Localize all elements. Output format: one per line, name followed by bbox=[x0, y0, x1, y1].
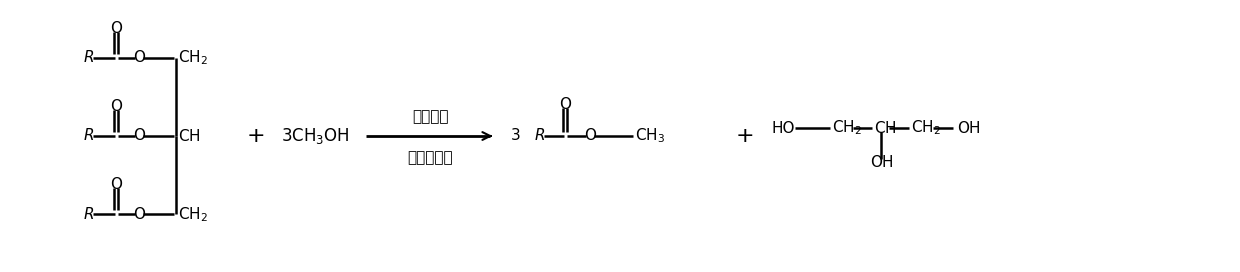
Text: HO: HO bbox=[771, 120, 795, 135]
Text: O: O bbox=[133, 207, 145, 222]
Text: O: O bbox=[584, 128, 596, 144]
Text: 低共溶体系: 低共溶体系 bbox=[408, 150, 454, 165]
Text: 氢氧化钓: 氢氧化钓 bbox=[412, 109, 449, 124]
Text: OH: OH bbox=[957, 120, 981, 135]
Text: R: R bbox=[84, 207, 94, 222]
Text: +: + bbox=[735, 126, 754, 146]
Text: $\mathregular{CH_2}$: $\mathregular{CH_2}$ bbox=[179, 48, 208, 67]
Text: $\mathregular{CH_2}$: $\mathregular{CH_2}$ bbox=[179, 205, 208, 224]
Text: R: R bbox=[84, 50, 94, 65]
Text: O: O bbox=[110, 99, 122, 114]
Text: O: O bbox=[559, 97, 572, 112]
Text: R: R bbox=[84, 128, 94, 144]
Text: $\mathregular{CH}$: $\mathregular{CH}$ bbox=[179, 128, 201, 144]
Text: $\mathregular{CH_2}$: $\mathregular{CH_2}$ bbox=[911, 119, 941, 137]
Text: $\mathregular{3CH_3OH}$: $\mathregular{3CH_3OH}$ bbox=[281, 126, 350, 146]
Text: +: + bbox=[247, 126, 265, 146]
Text: $\mathregular{CH}$: $\mathregular{CH}$ bbox=[874, 120, 897, 136]
Text: 3: 3 bbox=[511, 128, 520, 144]
Text: OH: OH bbox=[869, 155, 893, 170]
Text: O: O bbox=[110, 177, 122, 192]
Text: $\mathregular{CH_2}$: $\mathregular{CH_2}$ bbox=[832, 119, 862, 137]
Text: O: O bbox=[133, 50, 145, 65]
Text: O: O bbox=[133, 128, 145, 144]
Text: $\mathregular{CH_3}$: $\mathregular{CH_3}$ bbox=[635, 127, 665, 145]
Text: R: R bbox=[534, 128, 546, 144]
Text: O: O bbox=[110, 21, 122, 36]
